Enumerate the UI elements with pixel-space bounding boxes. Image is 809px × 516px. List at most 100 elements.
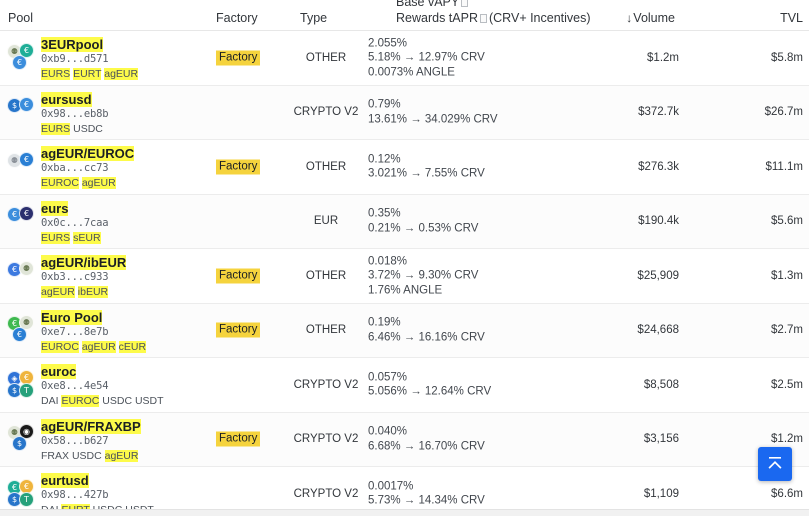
pool-row[interactable]: $ € eursusd 0x98...eb8b EURS USDC CRYPTO V2 0.… [0, 85, 809, 140]
pool-token-list: EURS EURT agEUR [41, 67, 211, 81]
pool-volume: $190.4k [638, 215, 679, 228]
factory-badge: Factory [216, 159, 261, 175]
pool-name[interactable]: eurs [41, 200, 211, 216]
pool-apy: 0.79% 13.61% → 34.029% CRV [368, 98, 498, 127]
pool-name[interactable]: agEUR/FRAXBP [41, 418, 211, 434]
pool-address[interactable]: 0x98...eb8b [41, 107, 109, 120]
pool-row[interactable]: ⚉ € €3EURpool 0xb9...d571 EURS EURT agEUR Fac… [0, 31, 809, 86]
pool-row[interactable]: ⚉ € agEUR/EUROC 0xba...cc73 EUROC agEUR Facto… [0, 140, 809, 195]
pool-name[interactable]: eurtusd [41, 473, 211, 488]
pool-name[interactable]: agEUR/EUROC [41, 146, 211, 161]
base-vapy-value: 0.040% [368, 425, 408, 438]
search-highlight: euroc [41, 364, 77, 379]
pool-name[interactable]: euroc [41, 364, 211, 379]
pool-token-icons: $ € [6, 97, 40, 127]
pool-row[interactable]: € € eurs 0x0c...7caa EURS sEUR EUR 0.35% 0.21% … [0, 194, 809, 249]
pool-address[interactable]: 0xe7...8e7b [41, 325, 109, 338]
sort-descending-icon: ↓ [626, 11, 633, 25]
search-highlight: agEUR [104, 68, 139, 80]
search-highlight: Euro Pool [41, 309, 103, 325]
info-icon[interactable] [461, 0, 469, 7]
search-highlight: sEUR [73, 231, 101, 244]
column-header-pool[interactable]: Pool [8, 11, 34, 25]
pool-table-body: ⚉ € €3EURpool 0xb9...d571 EURS EURT agEUR Fac… [0, 31, 809, 516]
pool-info: eurs 0x0c...7caa EURS sEUR [41, 200, 211, 245]
table-header-row: Pool Factory Type Base vAPY Rewards tAPR… [0, 0, 809, 31]
token-symbol: DAI [41, 395, 59, 407]
token-icon: $ [12, 436, 27, 452]
pool-name[interactable]: Euro Pool [41, 309, 211, 325]
search-highlight: EURS [41, 68, 71, 80]
pool-type: OTHER [305, 269, 347, 282]
pool-name[interactable]: 3EURpool [41, 37, 211, 52]
scroll-to-top-button[interactable] [758, 447, 792, 481]
pool-token-list: EURS sEUR [41, 231, 211, 245]
column-header-volume[interactable]: ↓Volume [626, 11, 675, 25]
pool-tvl: $2.7m [771, 324, 803, 337]
rewards-tapr-value: 0.21% → 0.53% CRV [368, 222, 479, 235]
base-vapy-value: 0.35% [368, 207, 401, 220]
pool-apy: 0.12% 3.021% → 7.55% CRV [368, 152, 485, 181]
rewards-tapr-label: Rewards tAPR [396, 11, 478, 25]
pool-address[interactable]: 0x0c...7caa [41, 216, 109, 229]
pool-token-list: FRAX USDC agEUR [41, 449, 211, 463]
pool-type: CRYPTO V2 [293, 378, 359, 391]
search-highlight: 3EURpool [41, 37, 104, 52]
search-highlight: EUROC [41, 340, 79, 353]
rewards-tapr-value: 6.46% → 16.16% CRV [368, 331, 485, 344]
column-header-factory[interactable]: Factory [216, 11, 258, 25]
pool-row[interactable]: € ⚉ agEUR/ibEUR 0xb3...c933 agEUR ibEUR Facto… [0, 249, 809, 304]
pool-address[interactable]: 0x98...427b [41, 489, 109, 501]
search-highlight: agEUR [81, 340, 116, 353]
pool-address[interactable]: 0xba...cc73 [41, 162, 109, 174]
pool-token-icons: ⚉ € € [6, 42, 40, 73]
token-icon: $ [7, 491, 22, 507]
rewards-tapr-value: 6.68% → 16.70% CRV [368, 440, 485, 453]
pool-address[interactable]: 0xb3...c933 [41, 271, 109, 283]
pool-volume: $8,508 [643, 378, 679, 391]
column-header-tvl[interactable]: TVL [780, 11, 803, 25]
pool-tvl: $1.3m [771, 269, 803, 282]
token-icon: € [12, 54, 27, 70]
pool-address[interactable]: 0x58...b627 [41, 434, 109, 447]
info-icon[interactable] [479, 14, 487, 23]
pool-info: euroc 0xe8...4e54 DAI EUROC USDC USDT [41, 364, 211, 408]
pool-token-icons: € ⚉ [6, 260, 40, 291]
token-symbol: USDC [71, 449, 102, 462]
pool-volume: $372.7k [638, 106, 679, 119]
search-highlight: cEUR [118, 340, 147, 353]
pool-volume: $3,156 [643, 433, 679, 446]
token-icon: ⚉ [19, 315, 34, 331]
column-header-type[interactable]: Type [300, 11, 328, 25]
rewards-tapr-value: 5.056% → 12.64% CRV [368, 385, 492, 398]
pool-apy: 0.0017% 5.73% → 14.34% CRV [368, 479, 485, 508]
pool-tvl: $5.8m [771, 51, 803, 64]
pool-volume: $25,909 [637, 269, 679, 282]
token-icon: ⚉ [19, 260, 34, 276]
pool-type: OTHER [305, 160, 347, 173]
search-highlight: agEUR/FRAXBP [41, 418, 141, 434]
token-icon: ◉ [19, 424, 34, 440]
pool-name[interactable]: eursusd [41, 91, 211, 107]
pool-info: 3EURpool 0xb9...d571 EURS EURT agEUR [41, 37, 211, 81]
pool-token-list: EUROC agEUR cEUR [41, 340, 211, 354]
pool-row[interactable]: € ⚉ € Euro Pool 0xe7...8e7b EUROC agEUR cEUR F… [0, 303, 809, 358]
pool-address[interactable]: 0xe8...4e54 [41, 380, 109, 392]
pool-tvl: $6.6m [771, 487, 803, 500]
token-symbol: USDC [73, 122, 103, 135]
pool-address[interactable]: 0xb9...d571 [41, 53, 109, 65]
token-icon: € [12, 327, 27, 343]
base-vapy-label: Base vAPY [396, 0, 460, 9]
pool-apy: 0.057% 5.056% → 12.64% CRV [368, 370, 491, 399]
search-highlight: ibEUR [77, 286, 109, 298]
base-vapy-value: 0.79% [368, 98, 401, 111]
base-vapy-value: 0.19% [368, 316, 401, 329]
pool-name[interactable]: agEUR/ibEUR [41, 255, 211, 270]
rewards-tapr-value: 5.73% → 14.34% CRV [368, 494, 485, 507]
pool-type: EUR [313, 215, 339, 228]
search-highlight: agEUR [81, 177, 116, 189]
pool-row[interactable]: ⚉ ◉ $ agEUR/FRAXBP 0x58...b627 FRAX USDC agEU… [0, 412, 809, 467]
